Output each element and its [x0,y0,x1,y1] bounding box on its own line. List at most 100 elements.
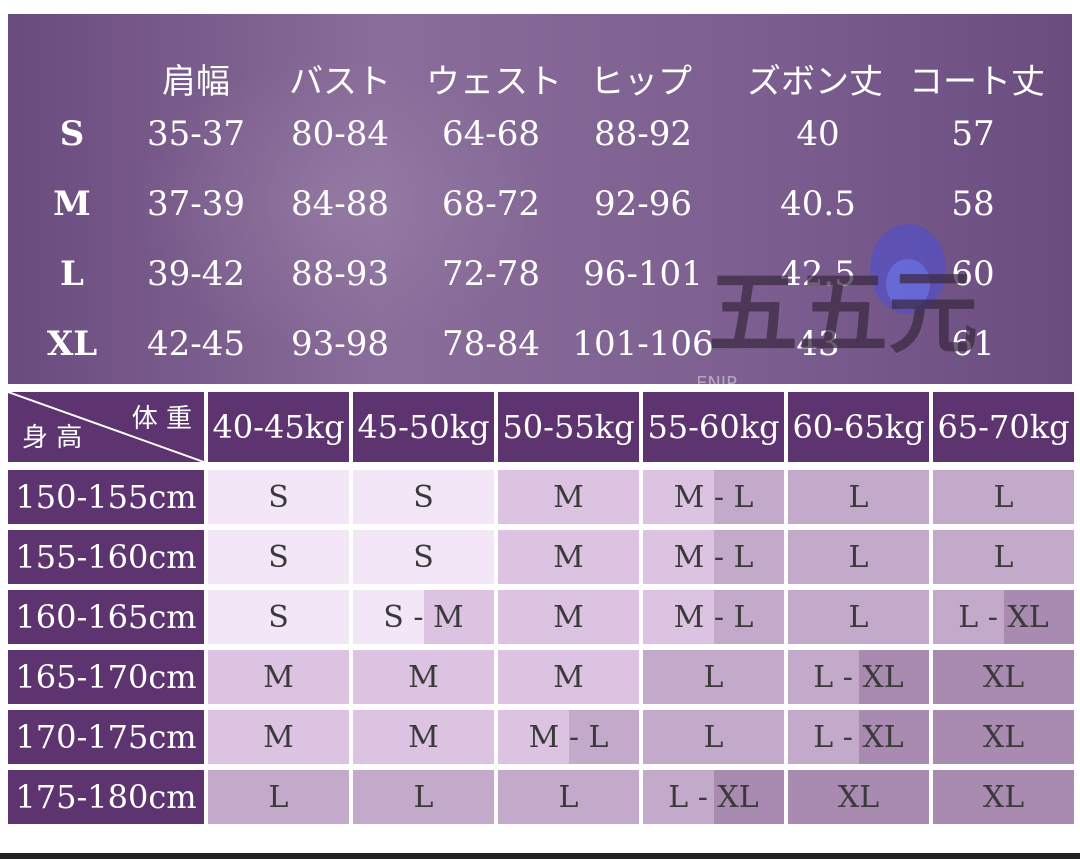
size-cell: M [498,530,639,584]
size-cell: S [208,530,349,584]
measurement-value: 35-37 [146,114,245,154]
header-bust: バスト [289,62,391,102]
size-value: M [263,659,294,695]
measurement-value: 42.5 [780,254,856,294]
size-cell: S - M [353,590,494,644]
size-value: XL [982,659,1025,695]
size-value: L - XL [958,599,1049,635]
size-cell: M [498,470,639,524]
size-cell: XL [933,650,1074,704]
size-cell: L [933,470,1074,524]
measurement-value: 84-88 [290,184,389,224]
size-value: L [703,719,724,755]
size-value: S [413,479,434,515]
weight-header: 45-50kg [353,392,494,462]
weight-header: 60-65kg [788,392,929,462]
size-value: M - L [673,599,754,635]
size-value: XL [982,779,1025,815]
header-coat-length: コート丈 [909,62,1045,102]
size-cell: M [208,650,349,704]
size-cell: S [353,530,494,584]
measurement-value: 93-98 [290,324,389,364]
size-value: L - XL [668,779,759,815]
size-value: M [553,599,584,635]
measurement-value: 58 [951,184,995,224]
size-value: L - XL [813,719,904,755]
size-cell: M [353,710,494,764]
measurement-value: 64-68 [441,114,540,154]
weight-axis-label: 体 重 [131,404,192,434]
height-header: 160-165cm [8,590,204,644]
measurement-value: 61 [951,324,995,364]
header-hip: ヒップ [590,62,692,102]
size-cell: XL [788,770,929,824]
measurement-value: 60 [951,254,995,294]
height-header: 165-170cm [8,650,204,704]
height-axis-label: 身 高 [22,423,83,453]
size-value: L [848,539,869,575]
size-value: L - XL [813,659,904,695]
size-value: XL [837,779,880,815]
measurement-value: 72-78 [441,254,540,294]
size-cell: L [933,530,1074,584]
size-cell: L [788,470,929,524]
size-value: S [268,479,289,515]
measurement-value: 43 [796,324,840,364]
size-cell: L [208,770,349,824]
brand-logo-watermark: 五五元 SCGENJP [698,224,978,384]
size-value: M [553,539,584,575]
size-value: M - L [673,539,754,575]
measurement-value: 78-84 [441,324,540,364]
size-cell: L [498,770,639,824]
size-value: L [993,539,1014,575]
size-cell: L [643,650,784,704]
size-cell: L - XL [788,650,929,704]
measurement-value: 68-72 [441,184,540,224]
size-value: S [268,539,289,575]
size-cell: L [788,530,929,584]
size-value: L [993,479,1014,515]
size-cell: M [353,650,494,704]
size-value: S [268,599,289,635]
corner-cell: 体 重 身 高 [8,392,204,462]
measurement-value: 39-42 [146,254,245,294]
size-label: L [60,254,84,294]
measurement-value: 88-92 [593,114,692,154]
size-cell: L [788,590,929,644]
size-value: L [848,479,869,515]
size-value: L [413,779,434,815]
size-cell: XL [933,770,1074,824]
size-value: L [703,659,724,695]
size-value: S - M [383,599,464,635]
measurement-table: 肩幅 バスト ウェスト ヒップ ズボン丈 コート丈 S 35-37 80-84 64-… [8,14,1072,384]
size-cell: M - L [643,470,784,524]
measurement-value: 40.5 [780,184,856,224]
bottom-divider [0,853,1080,859]
size-value: M [408,719,439,755]
weight-header: 65-70kg [933,392,1074,462]
header-shoulder: 肩幅 [162,62,230,102]
measurement-value: 37-39 [146,184,245,224]
height-header: 175-180cm [8,770,204,824]
measurement-value: 92-96 [593,184,692,224]
size-cell: L [643,710,784,764]
measurement-value: 80-84 [290,114,389,154]
size-cell: M - L [643,530,784,584]
size-value: XL [982,719,1025,755]
measurement-value: 57 [951,114,995,154]
size-guide-table: 体 重 身 高 40-45kg 45-50kg 50-55kg 55-60kg 60-6… [8,392,1074,834]
height-header: 170-175cm [8,710,204,764]
height-header: 150-155cm [8,470,204,524]
size-label: S [59,114,85,154]
size-value: M [553,659,584,695]
size-cell: L [353,770,494,824]
measurement-value: 96-101 [583,254,703,294]
size-cell: M [498,590,639,644]
measurement-value: 40 [796,114,840,154]
size-value: M [263,719,294,755]
weight-header: 50-55kg [498,392,639,462]
size-cell: M - L [643,590,784,644]
height-header: 155-160cm [8,530,204,584]
size-value: M - L [528,719,609,755]
header-waist: ウェスト [426,62,562,102]
